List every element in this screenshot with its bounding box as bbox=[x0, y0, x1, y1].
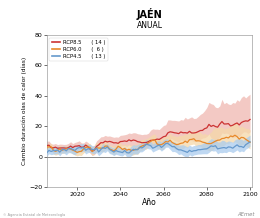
X-axis label: Año: Año bbox=[142, 198, 157, 207]
Text: JAÉN: JAÉN bbox=[136, 8, 162, 20]
Text: AEmet: AEmet bbox=[237, 212, 255, 217]
Legend: RCP8.5      ( 14 ), RCP6.0      (  6 ), RCP4.5      ( 13 ): RCP8.5 ( 14 ), RCP6.0 ( 6 ), RCP4.5 ( 13… bbox=[49, 37, 108, 61]
Text: © Agencia Estatal de Meteorología: © Agencia Estatal de Meteorología bbox=[3, 213, 65, 217]
Text: ANUAL: ANUAL bbox=[136, 21, 162, 30]
Y-axis label: Cambio duración olas de calor (días): Cambio duración olas de calor (días) bbox=[21, 57, 27, 165]
